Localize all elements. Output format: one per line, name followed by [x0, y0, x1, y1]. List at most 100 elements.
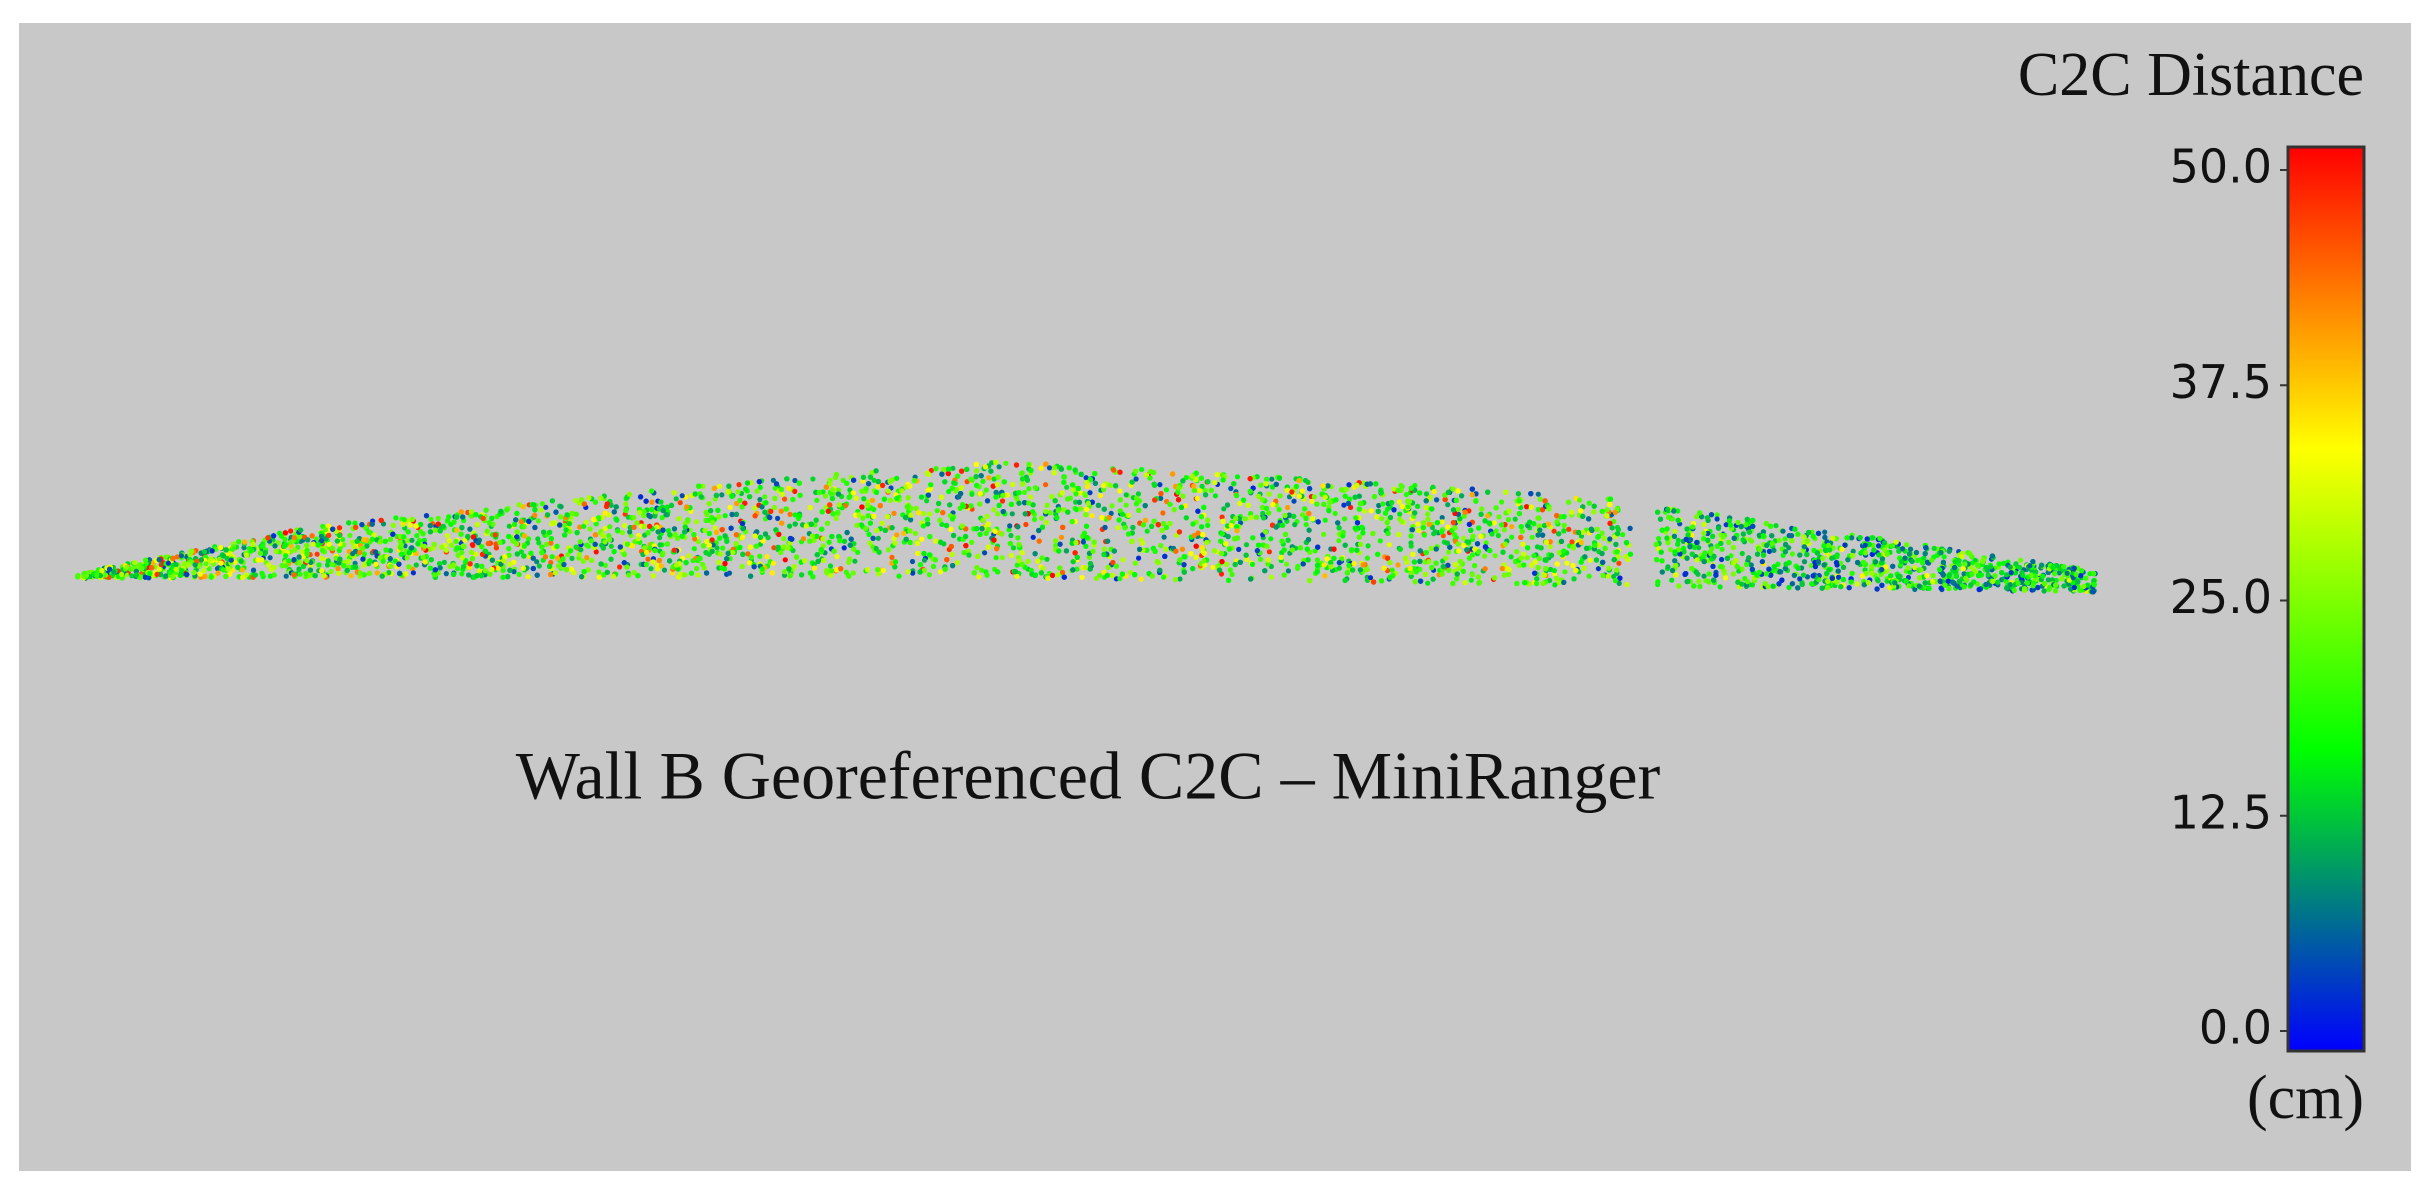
point [1115, 525, 1121, 531]
point [1139, 466, 1145, 473]
point [657, 535, 663, 541]
point [1656, 535, 1662, 542]
point [1616, 580, 1622, 587]
point [1083, 543, 1089, 550]
point [282, 536, 288, 543]
point [1914, 557, 1920, 564]
point [1365, 543, 1371, 549]
point [386, 570, 392, 576]
point [1008, 532, 1014, 539]
point [1311, 494, 1317, 500]
point [1551, 568, 1557, 574]
point [267, 555, 273, 561]
point [1941, 554, 1947, 560]
point [1445, 502, 1451, 508]
point [969, 491, 975, 497]
point [1714, 516, 1720, 522]
point [1374, 514, 1380, 520]
point [387, 548, 393, 554]
point [1190, 521, 1196, 527]
point [1614, 524, 1621, 531]
point [871, 477, 877, 483]
point [736, 482, 742, 488]
point [314, 551, 320, 557]
point [1074, 507, 1080, 513]
point [901, 530, 907, 537]
point [596, 569, 602, 575]
point [717, 483, 723, 489]
point [1850, 548, 1856, 554]
point [1701, 573, 1707, 579]
point [1596, 542, 1602, 548]
point [855, 549, 861, 556]
point [993, 555, 999, 561]
point [1739, 550, 1745, 557]
point [1696, 545, 1702, 551]
point [1080, 539, 1086, 545]
point [1336, 538, 1342, 544]
point [324, 562, 331, 568]
point [619, 530, 626, 536]
point [659, 515, 665, 521]
point [1077, 490, 1083, 496]
point [1773, 523, 1779, 529]
point [1336, 565, 1342, 571]
point [1569, 539, 1575, 545]
point [1789, 551, 1795, 557]
point [1921, 555, 1927, 561]
point [1161, 534, 1167, 540]
point [1580, 529, 1586, 536]
point [792, 512, 798, 518]
point [1064, 484, 1070, 490]
point [409, 537, 415, 543]
point [1499, 565, 1505, 572]
point [1531, 553, 1537, 559]
point [957, 536, 963, 542]
point [894, 532, 900, 538]
point [1425, 511, 1431, 517]
point [665, 528, 672, 534]
point [441, 559, 447, 566]
point [607, 537, 613, 543]
point [1008, 552, 1015, 559]
point [964, 479, 970, 485]
point [1305, 479, 1311, 485]
point [1685, 578, 1691, 585]
point [621, 523, 628, 529]
point [764, 554, 770, 560]
point [1427, 494, 1433, 500]
point [691, 546, 697, 552]
point [606, 533, 612, 539]
point [1260, 510, 1266, 516]
point [714, 545, 720, 551]
point [623, 501, 629, 507]
point [413, 562, 419, 568]
background-panel [19, 23, 2411, 1171]
point [1182, 503, 1189, 509]
point [1321, 531, 1327, 537]
point [1021, 489, 1028, 495]
point [463, 558, 469, 564]
point [1296, 478, 1302, 484]
point [1620, 532, 1626, 538]
point [1058, 534, 1065, 540]
point [800, 536, 807, 542]
point [1183, 474, 1189, 481]
point [1822, 529, 1828, 535]
point [827, 563, 834, 569]
point [1010, 481, 1016, 488]
point [999, 555, 1005, 561]
point [626, 572, 632, 578]
point [1348, 504, 1354, 510]
point [861, 496, 867, 502]
point [1101, 486, 1107, 493]
point [1044, 556, 1050, 562]
point [1714, 512, 1720, 518]
point [1518, 504, 1524, 511]
point [1780, 528, 1786, 534]
point [748, 480, 754, 486]
point [652, 513, 658, 519]
point [645, 556, 651, 562]
point [1804, 574, 1811, 580]
